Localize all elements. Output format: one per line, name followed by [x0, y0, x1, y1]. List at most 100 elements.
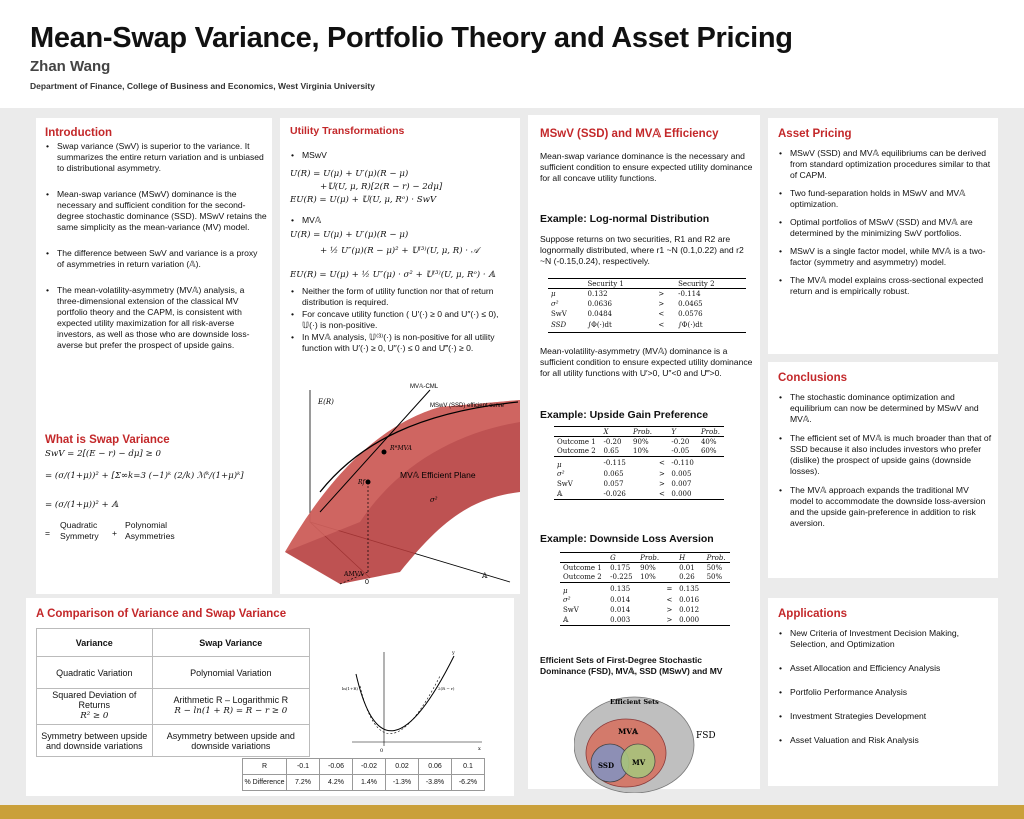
ln-cell: μ — [551, 289, 556, 298]
diff-cell: -3.8% — [418, 774, 452, 791]
comparison-header: Swap Variance — [151, 628, 311, 657]
ln-cell: σ² — [551, 299, 559, 308]
up-cell: 90% — [633, 437, 649, 446]
ln-cell: ∫Φ(·)dt — [675, 318, 746, 333]
down-cell: 0.014 — [610, 596, 631, 604]
comparison-panel: A Comparison of Variance and Swap Varian… — [26, 598, 514, 796]
plot-label-zero: 0 — [365, 579, 369, 586]
upside-table: X Prob. Y Prob. Outcome 1 -0.20 90% -0.2… — [554, 426, 724, 500]
application-bullet: New Criteria of Investment Decision Maki… — [778, 628, 992, 650]
efficiency-intro: Mean-swap variance dominance is the nece… — [540, 151, 753, 183]
up-header — [656, 426, 669, 437]
efficient-sets-title: Efficient Sets of First-Degree Stochasti… — [540, 655, 723, 676]
down-cell: 0.012 — [679, 606, 700, 614]
difference-table: R -0.1 -0.06 -0.02 0.02 0.06 0.1 % Diffe… — [242, 758, 485, 791]
down-cell — [637, 583, 663, 596]
down-cell: 0.014 — [610, 606, 631, 614]
up-cell: Outcome 2 — [554, 446, 601, 457]
utility-note: Neither the form of utility function nor… — [290, 286, 512, 308]
introduction-panel: Introduction Swap variance (SwV) is supe… — [36, 118, 272, 594]
plot-label-rf: Rf — [357, 479, 367, 486]
venn-label-ssd: SSD — [598, 761, 614, 770]
down-cell: 50% — [706, 563, 723, 572]
ln-cell: 0.0636 — [587, 299, 612, 308]
diff-cell: -0.06 — [319, 758, 353, 775]
ln-cell: -0.114 — [678, 289, 701, 298]
down-cell: 90% — [640, 563, 656, 572]
down-cell: > — [663, 615, 677, 626]
poster-title: Mean-Swap Variance, Portfolio Theory and… — [30, 22, 793, 54]
up-cell: Outcome 1 — [557, 437, 596, 446]
ln-header — [655, 278, 676, 289]
swv-equation-1: SwV = 2[(E − r) − dμ] ≥ 0 — [45, 449, 161, 459]
down-cell: 50% — [703, 572, 730, 583]
intro-bullet: Mean-swap variance (MSwV) dominance is t… — [45, 189, 267, 233]
venn-title: Efficient Sets — [610, 698, 659, 706]
up-cell: -0.115 — [603, 459, 626, 467]
ln-cell: < — [658, 309, 665, 318]
ln-cell: SSD — [548, 318, 585, 333]
mswv-label: MSwV — [290, 150, 510, 161]
applications-panel: Applications New Criteria of Investment … — [768, 598, 998, 786]
ln-cell: 0.0576 — [678, 309, 703, 318]
down-header — [560, 552, 608, 563]
up-cell: > — [659, 480, 665, 488]
diff-cell: -0.02 — [352, 758, 386, 775]
asset-pricing-bullet: MSwV (SSD) and MV𝔸 equilibriums can be d… — [778, 148, 992, 181]
swv-equation-3: = (σ/(1+μ))² + 𝔸 — [45, 500, 119, 510]
utility-notes: Neither the form of utility function nor… — [290, 286, 512, 355]
application-bullet: Investment Strategies Development — [778, 711, 992, 722]
down-cell: -0.225 — [607, 572, 638, 583]
parabola-label-y: y — [451, 650, 455, 656]
application-bullet: Asset Allocation and Efficiency Analysis — [778, 663, 992, 674]
swap-variance-title: What is Swap Variance — [45, 434, 170, 446]
up-cell — [630, 479, 656, 489]
downside-table: G Prob. H Prob. Outcome 1 0.175 90% 0.01… — [560, 552, 730, 626]
comparison-cell-text: Squared Deviation of Returns — [52, 690, 137, 710]
parabola-label-1: ln(1+R) — [342, 686, 358, 691]
up-cell: -0.110 — [671, 459, 694, 467]
plot-label-cml: MV𝔸-CML — [410, 383, 439, 390]
down-cell — [637, 605, 663, 615]
down-cell: 10% — [637, 572, 664, 583]
mswv-eq-1: U(R) = U(μ) + U′(μ)(R − μ) — [290, 169, 409, 179]
up-cell: 10% — [630, 446, 657, 457]
parabola-label-x: x — [478, 746, 481, 752]
ln-cell: ∫Φ(·)dt — [584, 318, 656, 333]
up-cell: SwV — [557, 480, 573, 488]
up-cell: < — [659, 459, 665, 467]
plot-label-a: 𝔸 — [481, 572, 488, 580]
plot-label-rm: R*MVA — [389, 445, 413, 452]
label-polynomial: Polynomial Asymmetries — [125, 520, 175, 541]
ln-cell: 0.0465 — [678, 299, 703, 308]
example-downside-title: Example: Downside Loss Aversion — [540, 533, 714, 545]
diff-cell: 0.1 — [451, 758, 485, 775]
utility-note: For concave utility function ( U′(·) ≥ 0… — [290, 309, 512, 331]
down-cell: = — [666, 585, 673, 593]
up-cell: -0.20 — [603, 437, 622, 446]
up-header: Prob. — [630, 426, 657, 437]
department: Department of Finance, College of Busine… — [30, 81, 375, 91]
ln-header: Security 1 — [584, 278, 656, 289]
asset-pricing-list: MSwV (SSD) and MV𝔸 equilibriums can be d… — [778, 148, 992, 306]
conclusions-panel: Conclusions The stochastic dominance opt… — [768, 362, 998, 578]
diff-cell: % Difference — [242, 774, 287, 791]
author-name: Zhan Wang — [30, 58, 111, 75]
up-cell — [630, 489, 657, 500]
ln-header — [548, 278, 585, 289]
diff-cell: 1.4% — [352, 774, 386, 791]
up-cell: > — [659, 470, 665, 478]
mva-efficient-plane-plot: E(R) MV𝔸-CML MSwV (SSD) efficient curve … — [285, 383, 520, 586]
applications-list: New Criteria of Investment Decision Maki… — [778, 628, 992, 755]
plot-label-amva: 𝔸MVA — [343, 571, 364, 578]
down-cell — [703, 615, 730, 626]
down-header — [663, 552, 677, 563]
down-header: Prob. — [703, 552, 730, 563]
efficient-sets-venn: Efficient Sets MV𝔸 SSD MV FSD — [574, 696, 716, 793]
comparison-cell: Quadratic Variation — [36, 656, 153, 689]
ln-cell: 0.132 — [587, 289, 608, 298]
down-cell — [704, 583, 730, 596]
asset-pricing-bullet: Two fund-separation holds in MSwV and MV… — [778, 188, 992, 210]
plot-label-er: E(R) — [317, 398, 334, 406]
